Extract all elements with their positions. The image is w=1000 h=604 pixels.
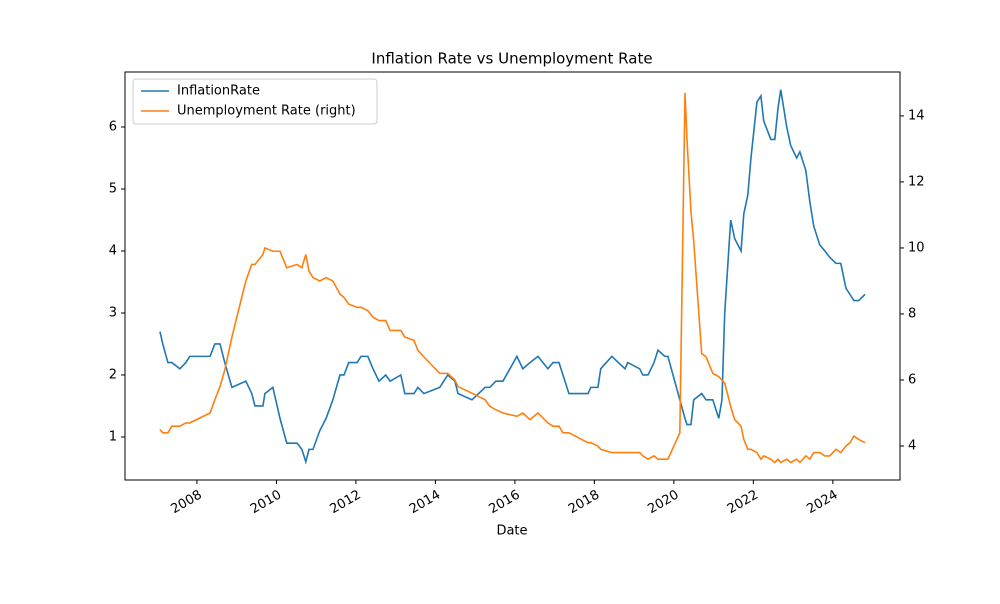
data-line <box>159 89 866 465</box>
x-tick-label: 2008 <box>169 488 205 518</box>
y2-tick-label: 14 <box>908 108 925 123</box>
y2-tick-label: 10 <box>908 240 925 255</box>
y-tick-label: 2 <box>109 367 117 382</box>
y2-tick-label: 8 <box>908 306 916 321</box>
x-tick-label: 2010 <box>248 488 284 518</box>
x-tick-label: 2014 <box>407 488 443 518</box>
x-tick-label: 2020 <box>645 488 681 518</box>
legend-box <box>132 78 378 125</box>
y2-tick-label: 4 <box>908 439 916 454</box>
legend-label: InflationRate <box>177 84 260 99</box>
x-tick-label: 2016 <box>486 488 522 518</box>
x-tick-label: 2012 <box>328 488 364 518</box>
legend-label: Unemployment Rate (right) <box>177 104 356 119</box>
y-tick-label: 5 <box>109 181 117 196</box>
y-tick-label: 3 <box>109 305 117 320</box>
plot-frame <box>124 71 901 481</box>
x-axis-label: Date <box>496 524 527 539</box>
x-tick-label: 2022 <box>725 488 761 518</box>
y2-tick-label: 6 <box>908 372 916 387</box>
y-tick-label: 1 <box>109 429 117 444</box>
x-tick-label: 2024 <box>804 488 840 518</box>
chart-title: Inflation Rate vs Unemployment Rate <box>371 50 652 68</box>
x-tick-label: 2018 <box>566 488 602 518</box>
y-tick-label: 4 <box>109 243 117 258</box>
data-line <box>159 92 866 464</box>
y2-tick-label: 12 <box>908 174 925 189</box>
y-tick-label: 6 <box>109 119 117 134</box>
